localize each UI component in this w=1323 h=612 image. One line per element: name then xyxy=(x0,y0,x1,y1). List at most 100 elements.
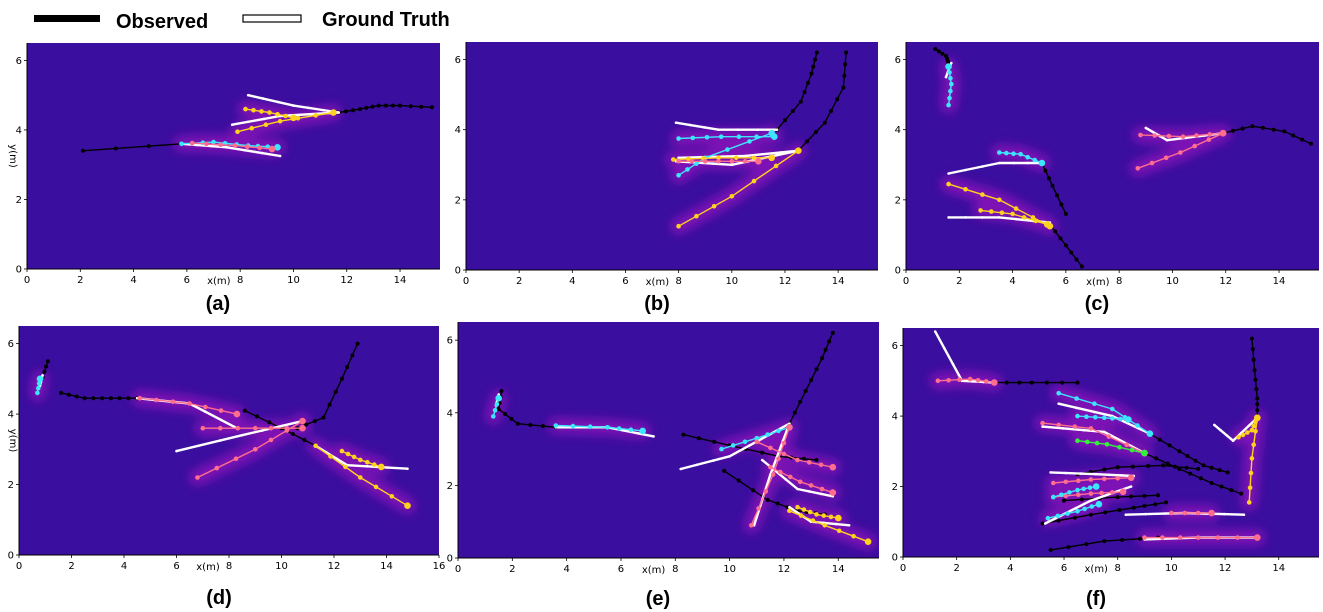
panel-d-prediction-pink-endpoint xyxy=(233,410,241,418)
panel-e-observed-point xyxy=(827,339,832,344)
panel-e-prediction-cyan-endpoint xyxy=(495,394,503,402)
panel-f-observed-series-6 xyxy=(1048,535,1160,552)
panel-d-prediction-pink-point xyxy=(203,404,208,410)
panel-e-observed-point xyxy=(681,432,686,437)
panel-c-ground-truth-point xyxy=(947,172,950,175)
panel-b-prediction-pink-point xyxy=(702,159,708,164)
panel-f-prediction-cyan-point xyxy=(1084,414,1089,420)
panel-d-observed-point xyxy=(312,419,317,424)
panel-c-x-tick-label: 0 xyxy=(903,276,909,287)
panel-e-prediction-pink-point xyxy=(749,523,754,528)
legend-ground-truth-swatch xyxy=(242,14,302,23)
panel-b-observed-point xyxy=(783,118,787,123)
panel-b-ground-truth-point xyxy=(688,123,692,127)
panel-d-prediction-pink-point xyxy=(137,395,143,401)
panel-a-observed-point xyxy=(398,103,402,108)
panel-f-observed-point xyxy=(1161,463,1166,468)
panel-c-observed-point xyxy=(936,49,941,54)
panel-f-ground-truth-point xyxy=(1049,471,1052,474)
panel-c-x-tick-label: 6 xyxy=(1063,276,1069,287)
panel-b: 0 2 4 6 8 10 12 14 0 2 4 6 x(m) (b) xyxy=(455,42,878,315)
panel-f-ground-truth-point xyxy=(1064,471,1068,475)
panel-f-x-tick-label: 8 xyxy=(1115,563,1121,574)
panel-e-plot-content xyxy=(485,330,877,550)
panel-d-prediction-yellow-point xyxy=(358,475,363,480)
panel-f-observed-point xyxy=(1177,466,1182,471)
panel-b-observed-point xyxy=(841,85,846,90)
panel-f-x-axis-label: x(m) xyxy=(1085,564,1109,575)
panel-f-prediction-green-point xyxy=(1085,439,1090,445)
panel-f-label: (f) xyxy=(1086,588,1106,610)
panel-f-observed-point xyxy=(1103,510,1108,515)
panel-b-prediction-pink-series-9 xyxy=(676,158,762,165)
panel-a-x-tick-label: 2 xyxy=(77,275,83,286)
panel-f-prediction-cyan-endpoint xyxy=(1125,416,1132,423)
panel-f-prediction-pink-point xyxy=(1178,535,1183,540)
panel-f-prediction-cyan-point xyxy=(1087,485,1093,491)
panel-d-ground-truth-point xyxy=(41,374,44,377)
panel-e-observed-point xyxy=(751,488,756,493)
panel-e-ground-truth-point xyxy=(712,459,715,462)
panel-b-label: (b) xyxy=(644,293,670,315)
panel-d-y-tick-label: 6 xyxy=(8,339,14,350)
panel-d-prediction-pink-point xyxy=(200,425,206,431)
panel-c-observed-point xyxy=(1074,257,1079,262)
panel-d-ground-truth-point xyxy=(219,418,223,422)
panel-b-x-tick-label: 6 xyxy=(622,276,628,287)
panel-d-ground-truth-point xyxy=(261,429,264,432)
panel-a-prediction-yellow-point xyxy=(249,125,254,131)
panel-f-observed-point xyxy=(1102,467,1107,472)
panel-d-y-axis-label: y(m) xyxy=(7,429,18,453)
panel-a-ground-truth-point xyxy=(246,93,250,97)
panel-a-x-tick-label: 4 xyxy=(130,275,136,286)
panel-f-prediction-pink-point xyxy=(1051,480,1056,486)
panel-f-observed-point xyxy=(1029,380,1034,385)
panel-e-prediction-yellow-point xyxy=(787,508,792,514)
panel-c-prediction-cyan-endpoint xyxy=(1038,159,1046,167)
panel-c-observed-point xyxy=(1050,183,1055,188)
panel-e-x-tick-label: 8 xyxy=(672,564,678,575)
panel-a-prediction-pink-point xyxy=(245,144,250,149)
panel-d-ground-truth-point xyxy=(335,457,338,461)
panel-a-observed-point xyxy=(81,148,85,153)
panel-c-x-tick-label: 10 xyxy=(1166,276,1179,287)
panel-e-x-tick-label: 14 xyxy=(832,564,845,575)
panel-f-ground-truth-point xyxy=(942,346,946,350)
panel-c-observed-point xyxy=(1059,202,1064,207)
panel-c-observed-line-3 xyxy=(1222,125,1312,145)
panel-b-observed-point xyxy=(822,120,827,125)
panel-d-observed-point xyxy=(302,437,307,442)
panel-c-prediction-pink-series-13 xyxy=(1135,129,1227,171)
panel-b-prediction-yellow-point xyxy=(716,155,721,161)
panel-b-y-tick-label: 0 xyxy=(455,266,461,277)
panel-a-x-tick-label: 0 xyxy=(24,275,30,286)
panel-f-y-tick-label: 6 xyxy=(892,341,898,352)
panel-c-observed-point xyxy=(1250,124,1255,129)
panel-f-observed-point xyxy=(1219,484,1224,489)
panel-f-observed-point xyxy=(1185,454,1190,458)
panel-c-observed-point xyxy=(1079,264,1084,269)
panel-a-x-axis-label: x(m) xyxy=(207,276,231,287)
panel-f-prediction-pink-point xyxy=(975,378,981,383)
panel-a-observed-point xyxy=(146,144,151,149)
panel-d-prediction-cyan-series-8 xyxy=(35,375,44,396)
panel-f-ground-truth-point xyxy=(1120,474,1123,477)
panel-d-prediction-pink-series-10 xyxy=(200,424,306,432)
panel-d-ground-truth-point xyxy=(386,466,389,469)
panel-f-ground-truth-point xyxy=(1057,402,1060,406)
panel-f-observed-line-5 xyxy=(1042,501,1167,525)
panel-b-prediction-cyan-point xyxy=(736,134,742,139)
panel-e-prediction-yellow-endpoint xyxy=(835,514,842,522)
panel-f-observed-point xyxy=(1060,380,1065,385)
panel-f-prediction-pink-point xyxy=(1088,477,1094,482)
panel-e-prediction-pink-point xyxy=(756,506,761,511)
panel-d-ground-truth-point xyxy=(204,410,207,414)
panel-e-observed-point xyxy=(801,456,806,461)
panel-b-ground-truth-point xyxy=(677,156,680,160)
panel-f-prediction-pink-point xyxy=(1076,478,1081,484)
panel-f-observed-series-0 xyxy=(992,380,1080,385)
panel-e-prediction-cyan-point xyxy=(616,426,622,431)
panel-f-prediction-pink-series-25 xyxy=(1142,534,1261,541)
panel-b-prediction-cyan-point xyxy=(694,161,699,166)
panel-d-observed-series-3 xyxy=(295,341,360,431)
